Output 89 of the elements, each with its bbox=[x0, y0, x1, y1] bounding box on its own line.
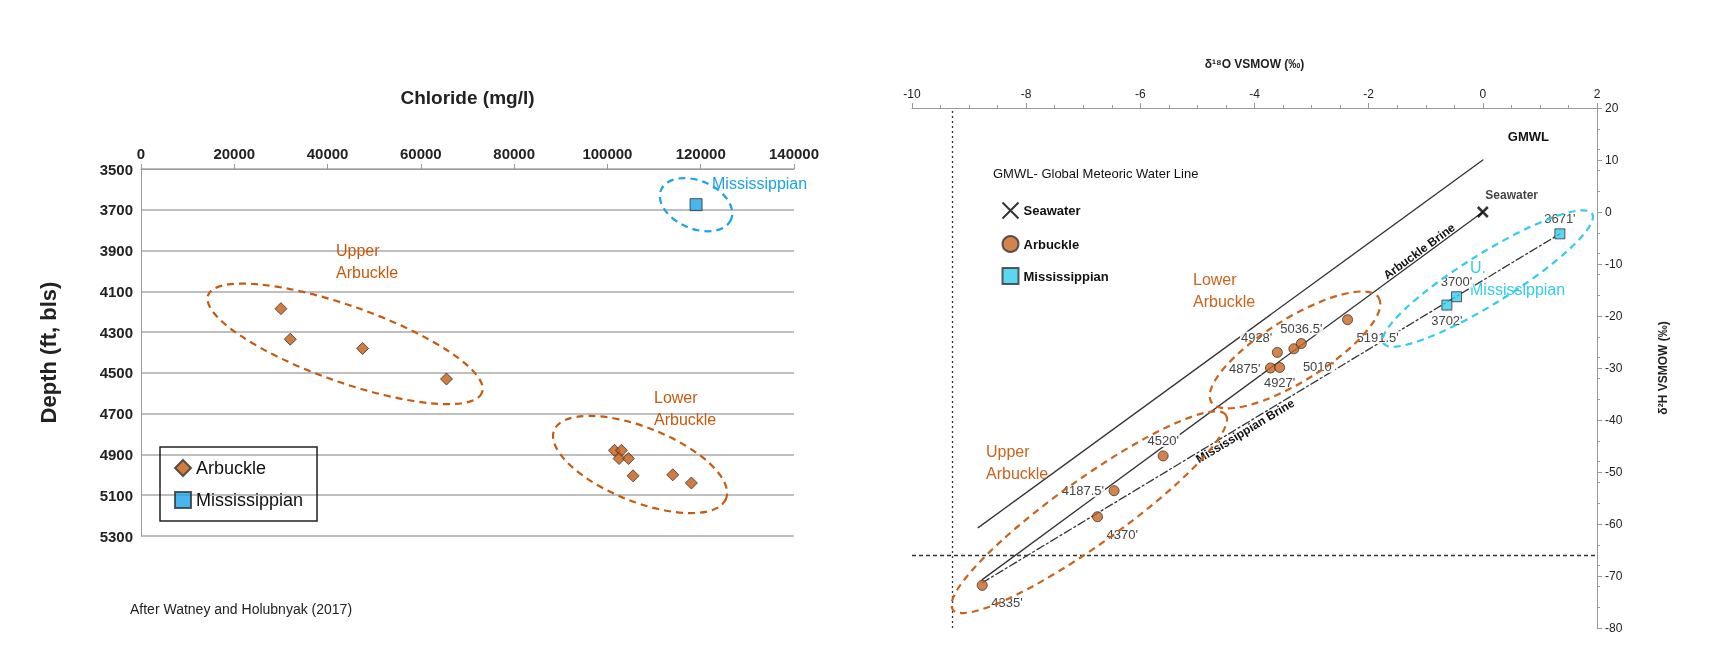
y-tick-label: 5300 bbox=[99, 527, 133, 545]
x-tick-label: 0 bbox=[1479, 87, 1487, 101]
legend-label: Mississippian bbox=[196, 490, 304, 510]
point bbox=[1271, 346, 1283, 358]
legend-label: Arbuckle bbox=[196, 458, 267, 478]
legend-title: GMWL- Global Meteoric Water Line bbox=[993, 166, 1199, 181]
y-tick-label: -30 bbox=[1605, 361, 1623, 375]
annotation: 3702' bbox=[1431, 313, 1463, 329]
point bbox=[612, 452, 626, 466]
point bbox=[1451, 291, 1463, 303]
annotation: 4875' bbox=[1229, 360, 1261, 376]
point bbox=[976, 579, 988, 591]
point bbox=[1264, 362, 1276, 374]
annotation: 4928' bbox=[1240, 330, 1273, 346]
x-tick-label: 140000 bbox=[768, 145, 820, 162]
y-tick-label: -10 bbox=[1605, 257, 1623, 271]
annotation: Upper Arbuckle bbox=[986, 442, 1049, 482]
x-tick-label: 40000 bbox=[306, 145, 349, 162]
annotation: 5036.5' bbox=[1280, 320, 1323, 336]
text: After Watney and Holubnyak (2017) bbox=[130, 601, 353, 617]
point bbox=[621, 452, 635, 466]
y-tick-label: 10 bbox=[1605, 153, 1619, 167]
x-tick-label: 0 bbox=[136, 145, 146, 162]
point bbox=[1476, 205, 1490, 219]
point bbox=[666, 468, 680, 482]
x-tick-label: -2 bbox=[1363, 87, 1375, 101]
y-tick-label: 4100 bbox=[99, 282, 133, 300]
point bbox=[684, 476, 698, 490]
annotation: 5191.5' bbox=[1356, 329, 1399, 345]
y-tick-label: 20 bbox=[1605, 101, 1619, 115]
text: GMWL bbox=[1507, 129, 1550, 144]
x-tick-label: 80000 bbox=[493, 145, 535, 162]
annotation: Lower Arbuckle bbox=[1193, 270, 1256, 310]
point bbox=[626, 469, 640, 483]
y-tick-label: -70 bbox=[1605, 569, 1623, 583]
point bbox=[1342, 314, 1354, 326]
y-tick-label: 0 bbox=[1605, 205, 1612, 219]
y-tick-label: -60 bbox=[1605, 517, 1623, 531]
point bbox=[1157, 450, 1169, 462]
point bbox=[440, 372, 454, 386]
annotation: 4520' bbox=[1147, 432, 1179, 448]
annotation: 3700' bbox=[1440, 273, 1473, 289]
point bbox=[1288, 343, 1300, 355]
x-tick-label: 60000 bbox=[400, 145, 442, 162]
x-tick-label: -4 bbox=[1249, 87, 1261, 101]
y-tick-label: -40 bbox=[1605, 413, 1623, 427]
x-tick-label: 2 bbox=[1593, 87, 1601, 101]
text: Seawater bbox=[1485, 187, 1539, 202]
y-tick-label: -80 bbox=[1605, 621, 1623, 635]
annotation: 4187.5' bbox=[1061, 483, 1105, 499]
y-tick-label: 3900 bbox=[99, 242, 133, 260]
x-axis-title: Chloride (mg/l) bbox=[400, 87, 535, 108]
point bbox=[1274, 361, 1286, 373]
point bbox=[283, 332, 297, 346]
annotation: 4927' bbox=[1263, 375, 1296, 391]
point bbox=[1092, 511, 1104, 523]
annotation: Mississippian bbox=[712, 174, 808, 192]
annotation: Upper Arbuckle bbox=[336, 241, 399, 281]
point bbox=[1295, 338, 1307, 350]
annotation: Lower Arbuckle bbox=[654, 388, 717, 428]
y-tick-label: 3700 bbox=[99, 201, 133, 219]
x-tick-label: 100000 bbox=[582, 145, 633, 162]
point bbox=[1441, 299, 1453, 311]
y-tick-label: 3500 bbox=[99, 160, 133, 178]
y-tick-label: 5100 bbox=[99, 486, 133, 504]
x-tick-label: -6 bbox=[1135, 87, 1146, 101]
y-axis-title: Depth (ft, bls) bbox=[35, 281, 61, 424]
point bbox=[1554, 228, 1566, 240]
y-tick-label: 4900 bbox=[99, 445, 133, 463]
legend-label: Seawater bbox=[1023, 203, 1081, 218]
x-tick-label: 120000 bbox=[675, 145, 726, 162]
y-tick-label: -20 bbox=[1605, 309, 1623, 323]
y-tick-label: 4700 bbox=[99, 405, 133, 423]
x-axis-title: δ¹⁸O VSMOW (‰) bbox=[1204, 57, 1305, 71]
y-tick-label: -50 bbox=[1605, 465, 1623, 479]
x-tick-label: -8 bbox=[1020, 87, 1032, 101]
y-tick-label: 4500 bbox=[99, 364, 133, 382]
point bbox=[1108, 485, 1120, 497]
legend-label: Mississippian bbox=[1023, 268, 1109, 284]
x-tick-label: -10 bbox=[903, 87, 921, 101]
point bbox=[689, 198, 703, 212]
annotation: 4370' bbox=[1106, 526, 1138, 542]
annotation: 5010' bbox=[1302, 358, 1335, 374]
point bbox=[274, 302, 288, 316]
y-tick-label: 4300 bbox=[99, 323, 133, 341]
y-axis-title: δ²H VSMOW (‰) bbox=[1656, 321, 1670, 415]
x-tick-label: 20000 bbox=[213, 145, 256, 162]
legend-label: Arbuckle bbox=[1023, 236, 1080, 252]
point bbox=[356, 341, 370, 355]
